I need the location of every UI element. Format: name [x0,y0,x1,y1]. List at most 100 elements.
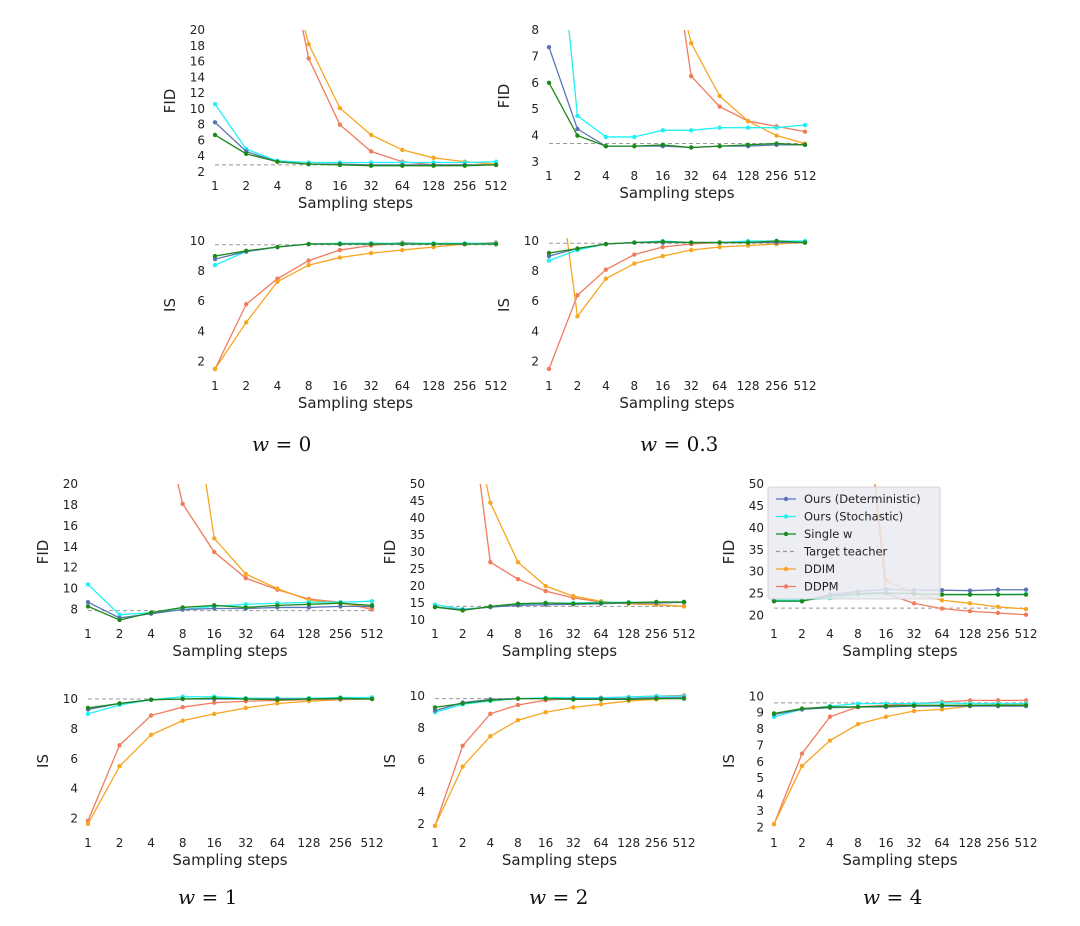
data-point [911,703,917,708]
data-point [368,163,374,168]
x-tick-label: 16 [538,627,553,641]
series-ddpm [479,484,687,609]
legend-label: DDPM [804,580,839,594]
data-point [939,707,945,712]
x-tick-label: 2 [459,836,467,850]
x-tick-label: 16 [332,179,347,193]
data-point [431,155,436,160]
data-point [85,600,91,605]
data-point [571,594,576,599]
data-point [212,536,217,541]
y-tick-label: 7 [531,49,539,63]
y-tick-label: 35 [410,528,425,542]
data-point [338,696,343,701]
data-point [1023,612,1029,617]
data-point [660,244,665,250]
series-line [683,30,806,133]
x-tick-label: 8 [305,179,313,193]
data-point [654,696,659,701]
y-tick-label: 30 [749,565,764,579]
y-tick-label: 8 [70,722,78,736]
series-single-w [212,132,499,168]
series-line [434,694,685,827]
data-point [771,711,777,716]
y-tick-label: 18 [63,498,78,512]
data-point [400,147,405,153]
data-point [148,610,154,615]
data-point [883,714,889,719]
data-point [995,698,1001,703]
y-tick-label: 14 [63,540,78,554]
y-tick-label: 15 [410,596,425,610]
legend-frame [767,486,941,600]
data-point [626,600,631,605]
data-point [180,605,185,610]
x-tick-label: 256 [987,627,1010,641]
data-point [660,128,665,133]
x-tick-label: 512 [794,169,817,183]
x-tick-label: 1 [211,179,219,193]
series-line [87,583,373,616]
data-point [243,575,248,581]
x-tick-label: 8 [305,379,313,393]
y-tick-label: 50 [749,477,764,491]
x-tick-label: 1 [84,627,92,641]
y-tick-label: 16 [190,55,205,69]
series-line [773,705,1026,715]
legend-item: Single w [776,527,852,541]
series-single-w [432,696,687,710]
data-point [774,133,779,138]
series-line [479,484,685,608]
y-tick-label: 8 [531,264,539,278]
data-point [306,696,312,702]
data-point [911,708,917,714]
y-axis-label: FID [720,540,738,565]
x-tick-label: 4 [602,169,610,183]
legend-item: Ours (Stochastic) [776,510,903,524]
series-single-w [771,703,1029,716]
data-point [85,604,91,609]
series-line [566,238,806,318]
legend-marker [783,514,789,519]
legend-label: Ours (Stochastic) [804,510,903,524]
data-point [369,603,375,608]
y-tick-label: 12 [63,561,78,575]
series-ours-stochastic [85,582,375,617]
data-point [543,583,548,589]
y-tick-label: 6 [531,294,539,308]
x-tick-label: 32 [238,836,253,850]
caption-w-2: w = 2 [529,885,589,909]
legend-item: Target teacher [776,545,888,559]
data-point [244,151,249,157]
data-point [802,240,808,245]
x-tick-label: 128 [297,627,320,641]
x-tick-label: 512 [794,379,817,393]
data-point [717,125,722,130]
y-tick-label: 7 [756,738,764,752]
x-tick-label: 256 [329,836,352,850]
x-tick-label: 128 [422,179,445,193]
series-ddpm [683,30,808,134]
data-point [571,697,576,702]
series-line [302,30,496,166]
data-point [243,705,248,711]
legend-marker [783,584,789,589]
data-point [689,74,694,79]
series-ours-stochastic [568,30,808,140]
series-ours-stochastic [212,101,499,165]
data-point [717,93,722,99]
data-point [799,763,805,769]
data-point [117,612,122,617]
x-tick-label: 256 [329,627,352,641]
x-tick-label: 2 [116,836,124,850]
y-tick-label: 10 [524,234,539,248]
y-tick-label: 8 [197,118,205,132]
data-point [515,696,521,701]
data-point [515,560,521,565]
data-point [939,592,945,597]
data-point [488,698,493,703]
y-tick-label: 20 [190,23,205,37]
data-point [212,366,218,372]
data-point [337,162,343,168]
